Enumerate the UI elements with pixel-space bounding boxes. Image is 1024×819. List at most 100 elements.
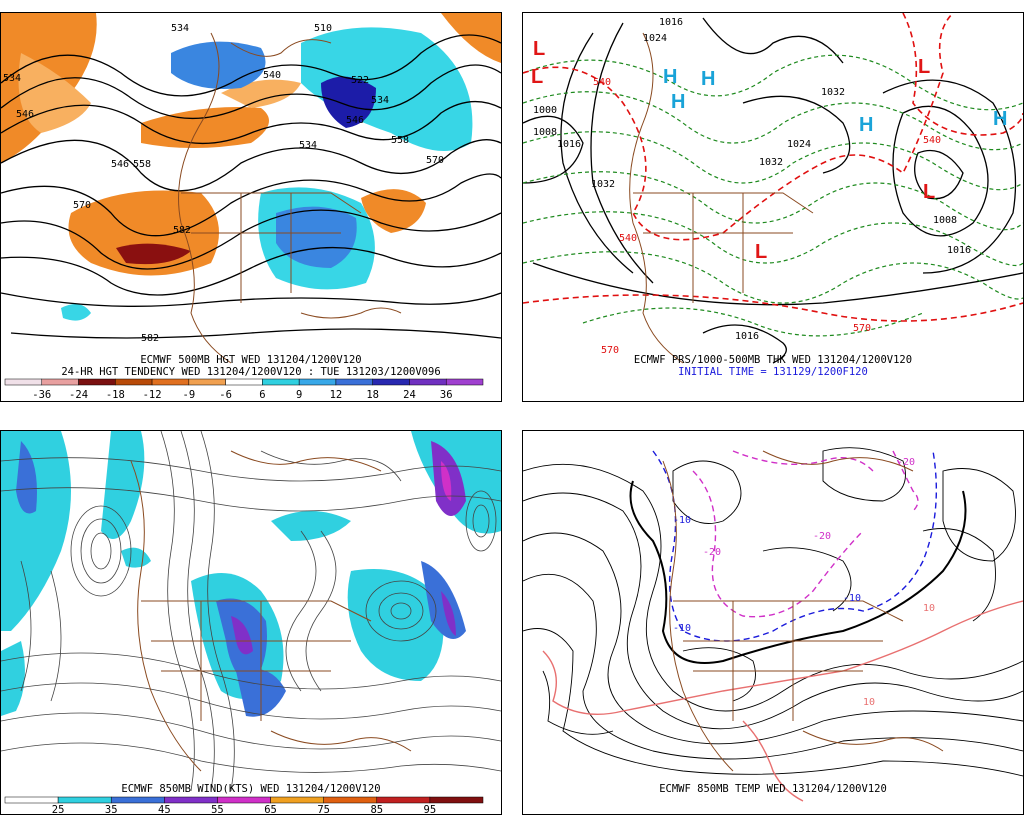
contour-labels: 534 510 534 522 546 534 546 540 558 570 … (3, 23, 444, 344)
pressure-label: 1016 (735, 331, 759, 342)
panel-title: ECMWF 850MB TEMP WED 131204/1200V120 (659, 783, 887, 795)
pressure-label: 1032 (591, 179, 615, 190)
colorbar-tick-label: 75 (317, 804, 330, 814)
colorbar-tick-label: 36 (440, 389, 453, 401)
panel-pressure-thickness[interactable]: L L H H H L L H H L 1016 1024 1032 1008 … (522, 12, 1024, 402)
panel-850mb-temp[interactable]: -10 -10 -10 -20 -20 -20 10 10 ECMWF 850M… (522, 430, 1024, 815)
pressure-label: 1008 (533, 127, 557, 138)
temp-label: -10 (843, 593, 861, 604)
political-borders (178, 32, 402, 364)
colorbar-swatch (41, 378, 79, 386)
colorbar-tick-label: -12 (143, 389, 162, 401)
pressure-label: 1032 (759, 157, 783, 168)
colorbar-swatch (429, 796, 484, 804)
thickness-label: 540 (593, 77, 611, 88)
colorbar-tick-label: 24 (403, 389, 416, 401)
map-pressure-thickness: L L H H H L L H H L 1016 1024 1032 1008 … (523, 13, 1023, 378)
colorbar-tick-label: 85 (370, 804, 383, 814)
colorbar-swatch (270, 796, 324, 804)
political-borders (662, 450, 944, 772)
temp-label: -20 (813, 531, 831, 542)
colorbar-tick-label: 65 (264, 804, 277, 814)
temp-label: -10 (673, 515, 691, 526)
colorbar-swatch (409, 378, 447, 386)
contour-label: 546 (111, 159, 129, 170)
thickness-green-contours (523, 54, 1023, 337)
colorbar-swatch (298, 378, 337, 386)
tendency-colorbar (4, 378, 484, 386)
pressure-label: 1016 (947, 245, 971, 256)
contour-label: 522 (351, 75, 369, 86)
colorbar-swatch (110, 796, 165, 804)
contour-label: 534 (299, 140, 317, 151)
colorbar-swatch (4, 796, 59, 804)
pressure-label: 1000 (533, 105, 557, 116)
colorbar-swatch (115, 378, 153, 386)
pressure-label: 1032 (821, 87, 845, 98)
contour-label: 534 (171, 23, 189, 34)
tendency-colorbar-labels: -36 -24 -18 -12 -9 -6 6 9 12 18 24 36 (32, 389, 452, 401)
colorbar-tick-label: 95 (424, 804, 437, 814)
colorbar-swatch (376, 796, 431, 804)
political-borders (629, 32, 814, 364)
streamlines (1, 431, 501, 792)
wind-colorbar (4, 796, 484, 804)
contour-label: 582 (173, 225, 191, 236)
contour-label: 570 (426, 155, 444, 166)
colorbar-swatch (151, 378, 190, 386)
colorbar-tick-label: 12 (330, 389, 343, 401)
panel-title: ECMWF 500MB HGT WED 131204/1200V120 (140, 354, 361, 366)
temp-label: -20 (703, 547, 721, 558)
colorbar-swatch (164, 796, 218, 804)
high-pressure-marker: H (993, 108, 1007, 130)
colorbar-swatch (323, 796, 378, 804)
thickness-label: 540 (923, 135, 941, 146)
colorbar-tick-label: 6 (259, 389, 265, 401)
colorbar-tick-label: 45 (158, 804, 171, 814)
panel-850mb-wind[interactable]: ECMWF 850MB WIND(KTS) WED 131204/1200V12… (0, 430, 502, 815)
colorbar-tick-label: 25 (52, 804, 65, 814)
thickness-red-contours (523, 13, 1023, 322)
colorbar-tick-label: -36 (32, 389, 51, 401)
contour-label: 546 (16, 109, 34, 120)
high-pressure-marker: H (859, 114, 873, 136)
temp-label: 10 (923, 603, 935, 614)
highs-lows: L L H H H L L H H L (531, 38, 1007, 263)
low-pressure-marker: L (533, 38, 545, 60)
contour-label: 558 (133, 159, 151, 170)
minus20-contours (692, 450, 919, 618)
map-850mb-wind: ECMWF 850MB WIND(KTS) WED 131204/1200V12… (1, 431, 501, 814)
contour-label: 558 (391, 135, 409, 146)
high-pressure-marker: H (663, 66, 677, 88)
wind-speed-fills (1, 431, 501, 717)
wind-colorbar-labels: 25 35 45 55 65 75 85 95 (52, 804, 436, 814)
low-pressure-marker: L (755, 241, 767, 263)
pressure-label: 1008 (933, 215, 957, 226)
colorbar-swatch (445, 378, 484, 386)
temp-label: -10 (673, 623, 691, 634)
panel-title: ECMWF 850MB WIND(KTS) WED 131204/1200V12… (121, 783, 380, 795)
thickness-label: 540 (619, 233, 637, 244)
colorbar-swatch (217, 796, 271, 804)
contour-label: 510 (314, 23, 332, 34)
colorbar-tick-label: -18 (106, 389, 125, 401)
colorbar-tick-label: 9 (296, 389, 302, 401)
colorbar-swatch (188, 378, 226, 386)
pressure-label: 1024 (787, 139, 811, 150)
panel-title: ECMWF PRS/1000-500MB THK WED 131204/1200… (634, 354, 912, 366)
map-850mb-temp: -10 -10 -10 -20 -20 -20 10 10 ECMWF 850M… (523, 447, 1023, 802)
contour-label: 582 (141, 333, 159, 344)
colorbar-swatch (4, 378, 43, 386)
panel-500mb-height[interactable]: 534 510 534 522 546 534 546 540 558 570 … (0, 12, 502, 402)
colorbar-tick-label: 55 (211, 804, 224, 814)
plus10-contours (542, 600, 1023, 802)
colorbar-tick-label: 35 (105, 804, 118, 814)
contour-label: 570 (73, 200, 91, 211)
panel-subtitle: 24-HR HGT TENDENCY WED 131204/1200V120 :… (61, 366, 440, 378)
pressure-label: 1016 (557, 139, 581, 150)
temperature-labels: -10 -10 -10 -20 -20 -20 10 10 (673, 457, 935, 708)
temp-label: 10 (863, 697, 875, 708)
contour-label: 546 (346, 115, 364, 126)
temperature-contours (523, 447, 1023, 777)
